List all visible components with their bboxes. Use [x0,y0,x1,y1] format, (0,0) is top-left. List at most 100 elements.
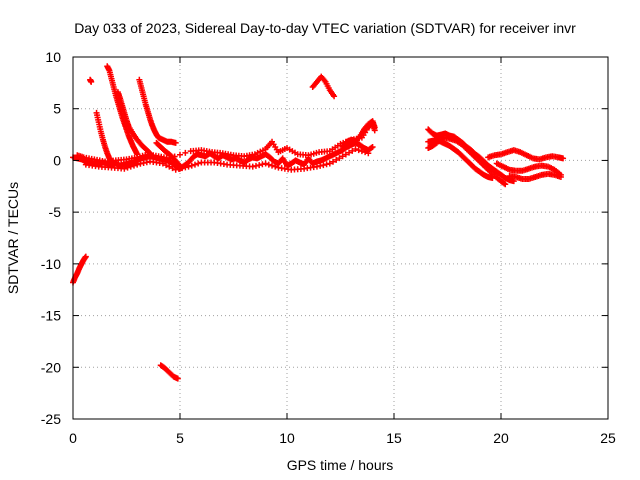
data-point [323,161,330,168]
data-point [182,164,189,171]
series-band-lower [82,146,372,173]
data-point [262,160,269,167]
series-arc-14 [485,147,567,163]
x-tick-label: 20 [493,430,509,446]
data-point [121,165,128,172]
x-tick-labels: 0 5 10 15 20 25 [69,430,616,446]
data-point [331,93,338,100]
data-point [182,149,189,156]
data-point [365,150,372,157]
data-point [369,143,376,150]
data-point [313,163,320,170]
data-point [355,147,362,154]
data-point [145,149,152,156]
series-arc-5 [136,76,179,146]
series-arc-2 [93,109,115,166]
data-point [124,164,131,171]
y-tick-label: -20 [41,359,61,375]
data-point [177,163,183,170]
data-point [159,160,166,167]
data-points [70,63,567,382]
grid-lines [73,57,608,419]
series-arc-9 [70,253,89,286]
y-tick-label: -5 [49,204,62,220]
data-point [349,147,356,154]
data-point [362,149,369,156]
x-tick-label: 0 [69,430,77,446]
series-arc-13 [425,134,509,188]
series-arc-8 [339,118,378,150]
data-point [358,148,365,155]
data-point [333,156,340,163]
y-tick-label: 0 [53,152,61,168]
x-tick-label: 15 [386,430,402,446]
data-point [501,180,508,187]
data-point [185,163,192,170]
y-tick-label: -15 [41,308,61,324]
axis-ticks [72,56,609,420]
data-point [137,160,144,167]
data-point [195,160,202,167]
y-tick-label: -25 [41,411,61,427]
data-point [172,139,179,146]
data-point [557,173,564,180]
data-point [163,162,170,169]
data-point [172,166,179,173]
x-axis-label: GPS time / hours [287,457,394,473]
data-point [166,163,173,170]
y-tick-label: 10 [45,49,61,65]
series-arc-7 [309,73,338,100]
data-point [330,158,337,165]
series-arc-1 [87,76,95,85]
data-point [108,159,115,166]
data-point [174,375,181,382]
data-point [252,162,259,169]
data-point [147,150,154,157]
y-axis-label: SDTVAR / TECUs [5,182,21,294]
data-point [130,162,137,169]
x-tick-label: 5 [176,430,184,446]
data-point [502,181,509,188]
data-point [140,160,147,167]
plot-frame [72,56,609,420]
data-point [256,162,263,169]
series-arc-4 [114,89,154,157]
data-point [317,162,324,169]
x-tick-label: 25 [600,430,616,446]
data-point [82,253,89,260]
series-arc-15 [493,160,564,178]
data-point [169,165,176,172]
x-tick-label: 10 [279,430,295,446]
y-tick-label: -10 [41,256,61,272]
data-point [326,160,333,167]
data-point [134,151,141,158]
data-point [259,161,266,168]
series-band-upper [74,120,378,165]
series-arc-16 [506,170,564,183]
data-point [346,149,353,156]
data-point [336,155,343,162]
data-point [88,78,95,85]
series-arc-6 [153,139,183,170]
data-point [371,124,378,131]
data-point [188,162,195,169]
data-point [249,163,256,170]
data-point [191,161,198,168]
chart-title: Day 033 of 2023, Sidereal Day-to-day VTE… [74,20,576,36]
series-arc-10 [157,362,181,382]
data-point [134,161,141,168]
data-point [560,155,567,162]
data-point [272,163,279,170]
data-point [269,162,276,169]
data-point [127,163,134,170]
data-point [320,162,327,169]
data-point [352,146,359,153]
data-point [368,144,375,151]
data-point [143,159,150,166]
data-point [177,151,183,158]
data-point [265,161,272,168]
data-point [339,153,346,160]
data-point [342,151,349,158]
y-tick-label: 5 [53,101,61,117]
